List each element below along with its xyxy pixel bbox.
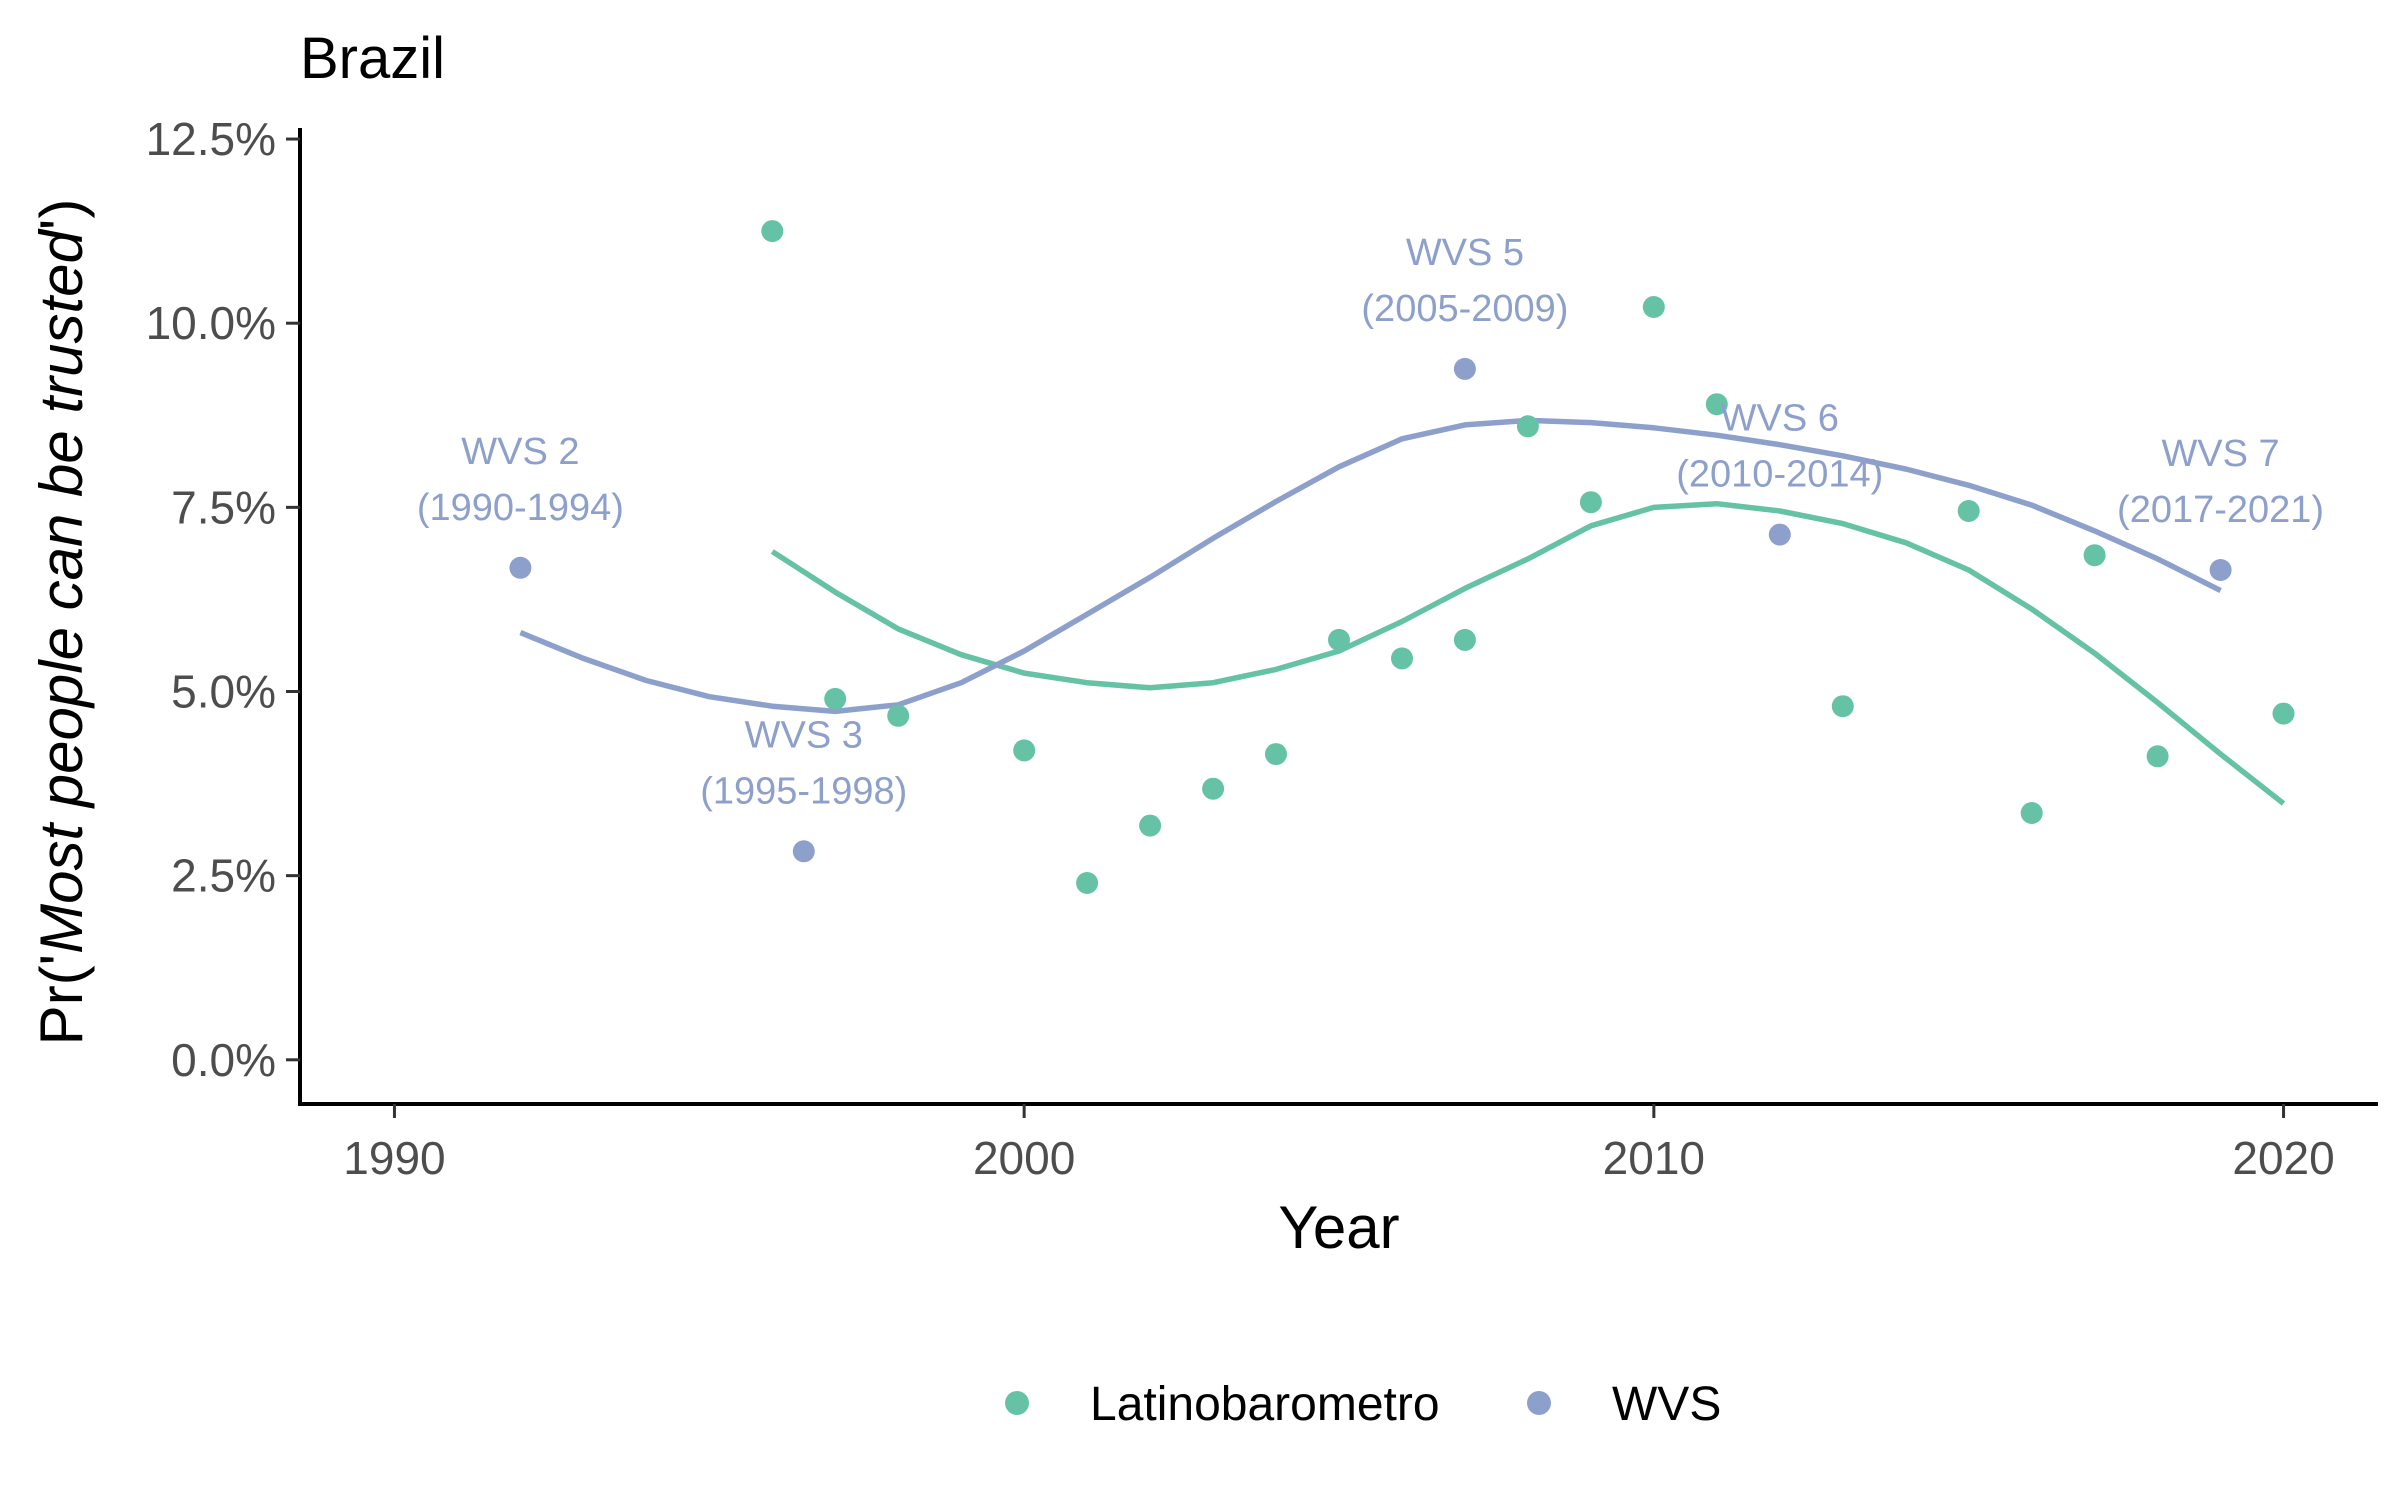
legend-key-wvs: [1527, 1391, 1551, 1415]
x-tick-label: 2010: [1603, 1132, 1705, 1184]
x-tick-label: 2000: [973, 1132, 1075, 1184]
y-axis-title-suffix: '): [28, 199, 95, 230]
x-tick-label: 2020: [2232, 1132, 2334, 1184]
wave-label-years: (2005-2009): [1361, 288, 1568, 330]
wave-label-years: (2010-2014): [1676, 454, 1883, 496]
y-axis-title-prefix: Pr(': [28, 954, 95, 1045]
point-latinobarometro: [1076, 872, 1099, 894]
y-tick-label: 7.5%: [171, 481, 276, 533]
y-tick-label: 12.5%: [146, 113, 276, 165]
wave-label-title: WVS 2: [461, 431, 579, 473]
point-latinobarometro: [824, 687, 847, 710]
wave-label-years: (1990-1994): [417, 487, 624, 529]
legend-label-latinobarometro: Latinobarometro: [1090, 1378, 1440, 1431]
wave-label-title: WVS 3: [745, 714, 863, 756]
point-latinobarometro: [761, 220, 784, 243]
point-latinobarometro: [2272, 702, 2295, 725]
point-latinobarometro: [1265, 743, 1287, 766]
smooth-line-wvs: [519, 417, 2222, 715]
y-axis-title: Pr('Most people can be trusted'): [28, 199, 95, 1046]
smooth-line-latinobarometro: [770, 500, 2286, 806]
point-latinobarometro: [1139, 814, 1162, 837]
legend-key-latinobarometro: [1005, 1391, 1029, 1415]
y-tick-label: 2.5%: [171, 850, 276, 902]
point-latinobarometro: [1831, 695, 1854, 718]
wave-label-years: (1995-1998): [700, 770, 907, 812]
y-axis-title-italic: Most people can be trusted: [28, 228, 95, 953]
point-latinobarometro: [2083, 544, 2106, 567]
point-latinobarometro: [1328, 628, 1350, 651]
wave-label-title: WVS 7: [2161, 433, 2279, 475]
y-axis-ticks: 0.0% 2.5% 5.0% 7.5% 10.0% 12.5%: [146, 113, 300, 1086]
x-tick-label: 1990: [343, 1132, 445, 1184]
point-latinobarometro: [2146, 745, 2169, 768]
point-wvs: [792, 840, 815, 863]
point-latinobarometro: [1957, 500, 1980, 522]
point-wvs: [1453, 357, 1476, 380]
x-axis-title: Year: [1278, 1194, 1399, 1261]
point-latinobarometro: [1202, 777, 1225, 800]
chart-title: Brazil: [300, 26, 445, 91]
y-tick-label: 5.0%: [171, 666, 276, 718]
point-wvs: [1768, 523, 1791, 546]
point-latinobarometro: [1013, 739, 1036, 762]
point-wvs: [509, 556, 532, 579]
point-latinobarometro: [1391, 647, 1413, 670]
wave-label-title: WVS 6: [1721, 398, 1839, 440]
point-latinobarometro: [887, 704, 910, 727]
point-latinobarometro: [1579, 491, 1602, 514]
legend: Latinobarometro WVS: [1005, 1378, 1721, 1431]
point-latinobarometro: [1516, 415, 1539, 438]
legend-label-wvs: WVS: [1612, 1378, 1721, 1431]
point-latinobarometro: [1705, 393, 1728, 416]
plot-area: WVS 2 (1990-1994) WVS 3 (1995-1998) WVS 5 (20…: [417, 220, 2324, 894]
point-latinobarometro: [1453, 628, 1476, 651]
point-latinobarometro: [2020, 802, 2043, 824]
point-wvs: [2209, 559, 2232, 581]
wave-label-years: (2017-2021): [2117, 489, 2324, 531]
x-axis-ticks: 1990 2000 2010 2020: [343, 1104, 2335, 1184]
wave-label-title: WVS 5: [1406, 232, 1524, 274]
y-tick-label: 10.0%: [146, 297, 276, 349]
y-tick-label: 0.0%: [171, 1034, 276, 1086]
point-latinobarometro: [1642, 296, 1665, 318]
